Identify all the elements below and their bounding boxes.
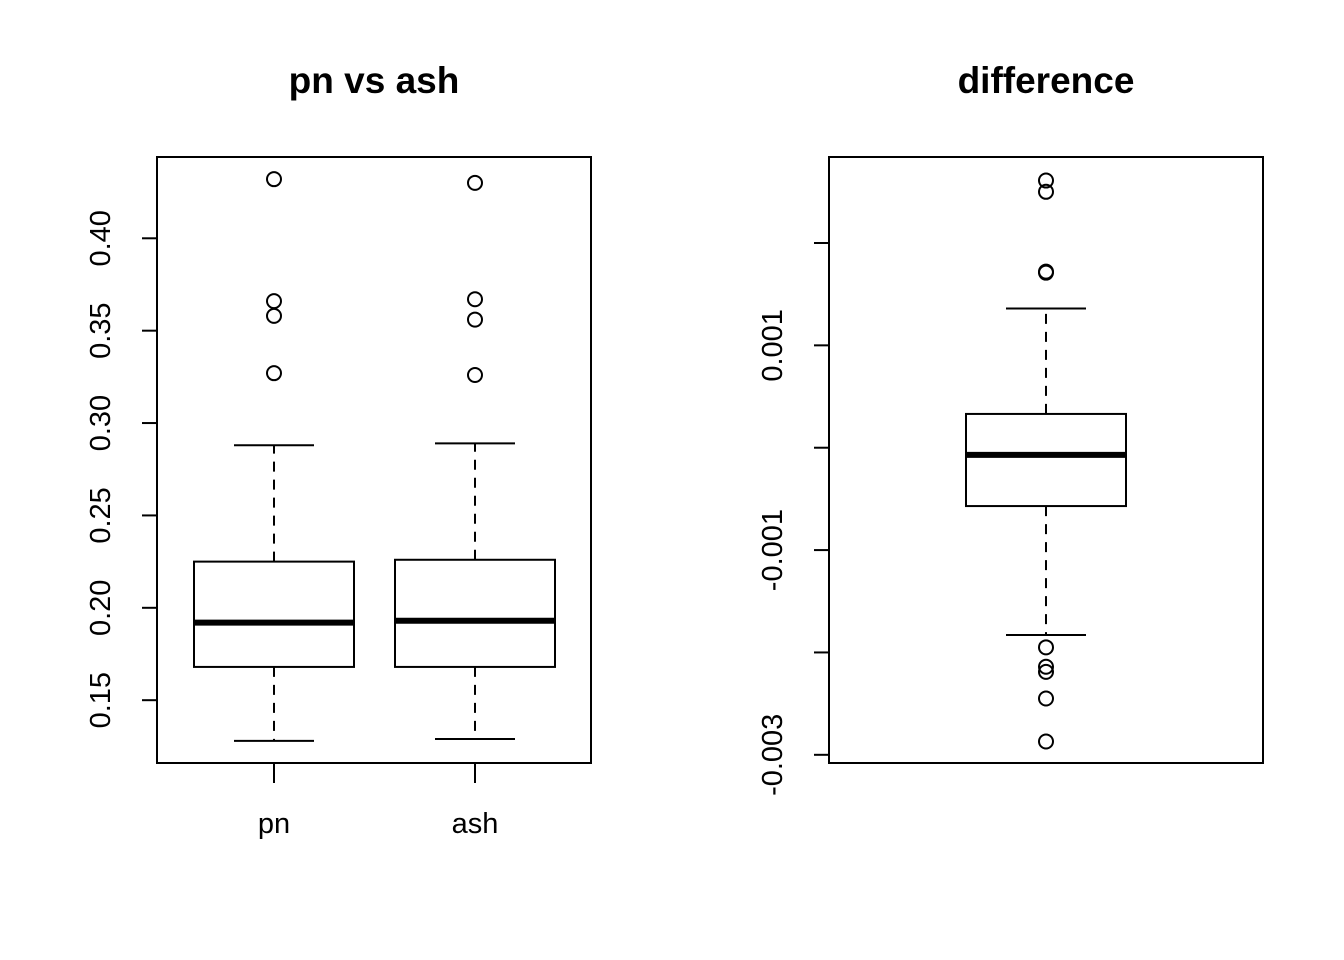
- y-tick-label: 0.001: [757, 309, 789, 382]
- iqr-box: [965, 412, 1127, 508]
- outlier-point: [1038, 690, 1054, 707]
- chart-title: pn vs ash: [289, 60, 460, 101]
- y-tick-label: -0.001: [757, 509, 789, 591]
- outlier-point: [467, 311, 483, 328]
- panel-pn-vs-ash: pn vs ash 0.15 0.20 0.25 0.30 0.35 0.40 pn ash: [85, 60, 592, 840]
- x-axis: pn ash: [258, 762, 499, 840]
- y-tick-label: 0.30: [85, 395, 117, 451]
- iqr-box: [193, 560, 355, 668]
- y-tick-label: 0.40: [85, 210, 117, 266]
- panel-difference: difference -0.003 -0.001 0.001: [757, 60, 1264, 796]
- boxes: [193, 171, 556, 742]
- y-tick-label: 0.15: [85, 672, 117, 728]
- box-group-ash: [394, 174, 556, 740]
- outlier-point: [1038, 172, 1054, 189]
- y-tick-label: -0.003: [757, 714, 789, 796]
- box-group-pn: [193, 171, 355, 742]
- y-axis: -0.003 -0.001 0.001: [757, 241, 830, 796]
- outlier-point: [266, 171, 282, 188]
- box-group: [965, 172, 1127, 750]
- chart-title: difference: [958, 60, 1135, 101]
- x-tick-label: pn: [258, 808, 290, 840]
- outlier-point: [467, 174, 483, 191]
- outlier-point: [1038, 658, 1054, 675]
- outlier-point: [266, 307, 282, 324]
- x-tick-label: ash: [452, 808, 499, 840]
- outlier-point: [1038, 733, 1054, 750]
- outlier-point: [1038, 639, 1054, 656]
- outlier-point: [266, 365, 282, 382]
- y-tick-label: 0.35: [85, 302, 117, 358]
- iqr-box: [394, 558, 556, 668]
- y-tick-label: 0.25: [85, 487, 117, 543]
- outlier-point: [1038, 264, 1054, 281]
- y-tick-label: 0.20: [85, 580, 117, 636]
- outlier-point: [467, 367, 483, 384]
- outlier-point: [467, 291, 483, 308]
- boxes: [965, 172, 1127, 750]
- outlier-point: [1038, 663, 1054, 680]
- y-axis: 0.15 0.20 0.25 0.30 0.35 0.40: [85, 210, 158, 728]
- outlier-point: [1038, 183, 1054, 200]
